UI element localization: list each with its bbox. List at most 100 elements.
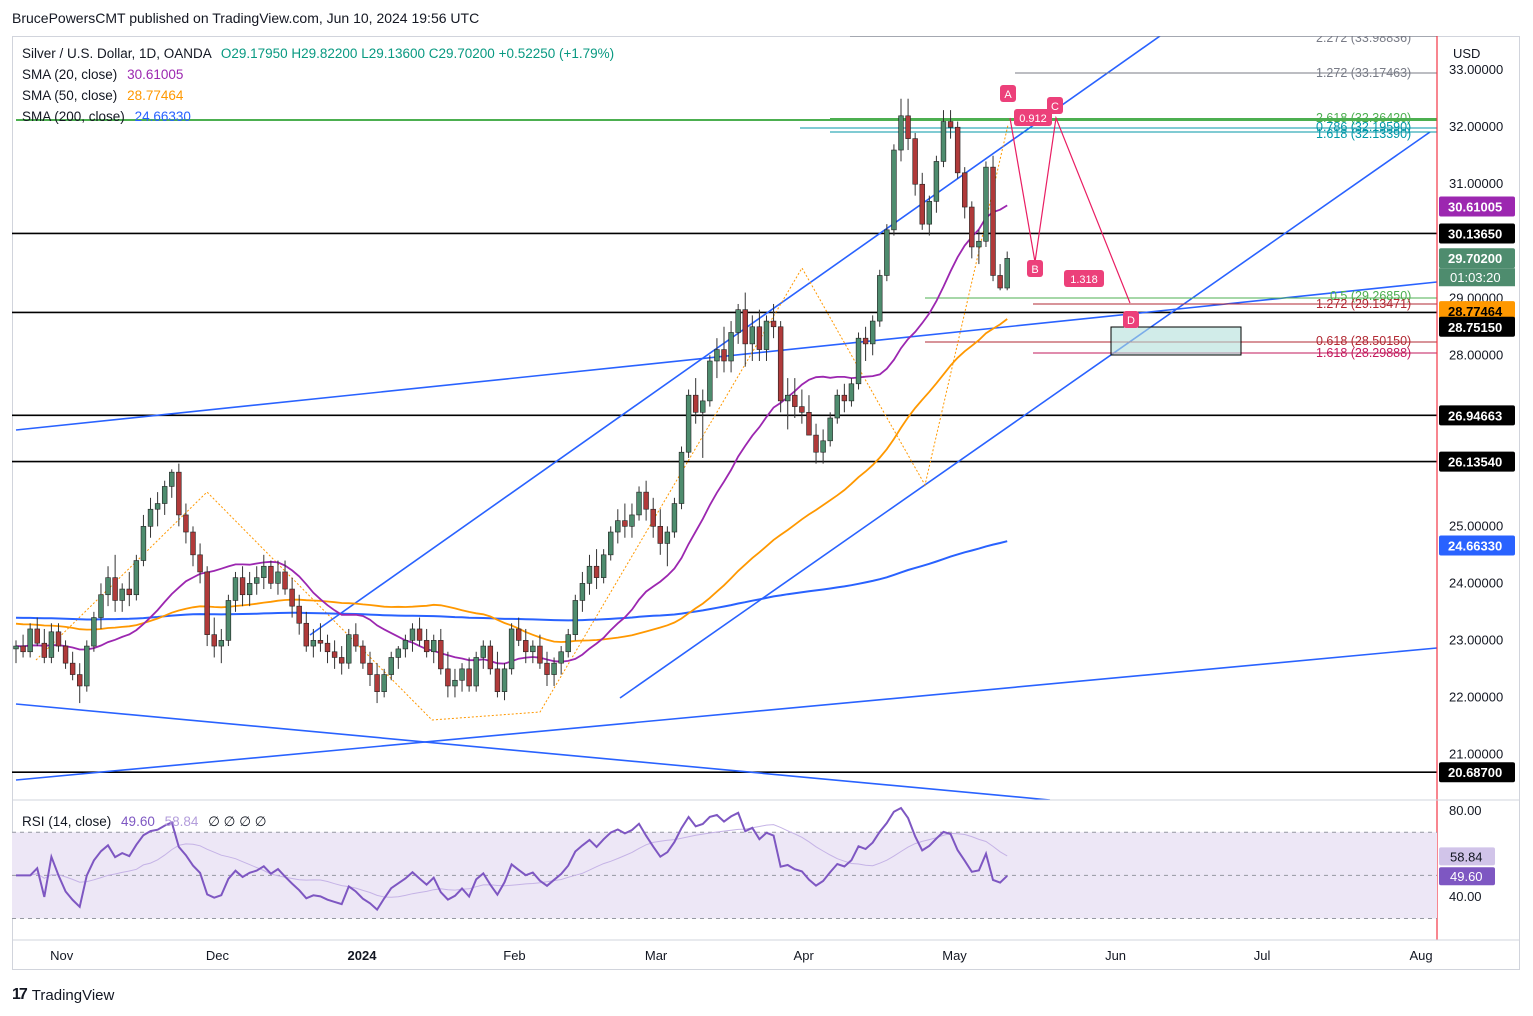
candle-body	[438, 640, 444, 670]
candle-body	[91, 617, 97, 647]
pattern-point-bg	[1047, 97, 1063, 114]
target-zone-box	[1110, 326, 1242, 356]
candle-body	[820, 440, 826, 453]
candle-body	[296, 605, 302, 624]
candle-body	[176, 471, 182, 516]
price-tick-label: 24.00000	[1449, 575, 1503, 590]
candle-body	[912, 138, 918, 185]
legend-symbol: Silver / U.S. Dollar, 1D, OANDA	[22, 46, 212, 61]
currency-label[interactable]: USD	[1453, 46, 1481, 61]
candle-body	[84, 645, 90, 687]
candle-body	[154, 503, 161, 510]
candle-body	[374, 674, 380, 692]
price-axis-tag-bg	[1439, 405, 1515, 426]
price-tick-label: 28.00000	[1449, 347, 1503, 362]
candle-body	[572, 600, 579, 635]
candle-body	[431, 640, 437, 653]
candle-body	[466, 668, 472, 687]
candle-body	[275, 571, 281, 584]
candle-body	[140, 526, 147, 561]
legend-ohlc: O29.17950 H29.82200 L29.13600 C29.70200 …	[220, 46, 615, 61]
candle-body	[749, 326, 756, 345]
time-axis-label: Jun	[1105, 948, 1126, 963]
candle-body	[586, 565, 593, 584]
candle-body	[997, 275, 1003, 289]
candle-body	[891, 149, 897, 231]
candle-body	[13, 645, 19, 650]
price-tick-label: 21.00000	[1449, 746, 1503, 761]
candle-body	[558, 651, 564, 664]
candle-body	[147, 508, 154, 527]
candle-body	[324, 642, 331, 653]
candle-body	[664, 531, 671, 544]
candle-body	[537, 645, 543, 664]
candle-body	[551, 662, 557, 675]
candle-body	[827, 417, 833, 442]
candle-body	[310, 640, 317, 647]
candle-body	[459, 668, 465, 681]
price-axis-tag: 26.94663	[1448, 408, 1502, 423]
price-axis-tag: 26.13540	[1448, 455, 1502, 470]
pattern-point-bg	[1000, 85, 1016, 102]
candle-body	[813, 434, 819, 453]
legend-sma50-value: 28.77464	[127, 88, 184, 103]
candle-body	[515, 628, 522, 641]
candle-body	[685, 394, 692, 453]
time-axis-label: Mar	[645, 948, 668, 963]
pattern-point-bg	[1123, 311, 1139, 328]
legend-sma50-label: SMA (50, close)	[22, 88, 118, 103]
price-axis-tag: 29.70200	[1448, 251, 1502, 266]
candle-body	[20, 645, 26, 653]
channel-line-4	[15, 703, 1051, 800]
ratio-label-bg-2	[1064, 270, 1104, 287]
candle-body	[608, 531, 614, 556]
candle-body	[629, 514, 635, 527]
candle-body	[246, 583, 253, 596]
price-axis-tag-bg	[1439, 248, 1515, 269]
legend-sma200-label: SMA (200, close)	[22, 109, 125, 124]
candle-body	[494, 668, 501, 692]
candle-body	[721, 349, 727, 362]
candle-body	[523, 640, 529, 653]
candle-body	[785, 394, 791, 402]
candle-body	[34, 628, 40, 644]
price-axis-tag: 24.66330	[1448, 539, 1502, 554]
rsi-axis-tag: 49.60	[1450, 869, 1483, 884]
countdown-tag-bg	[1439, 268, 1515, 287]
candle-body	[905, 115, 911, 139]
candle-body	[190, 531, 196, 556]
footer-brand[interactable]: 17 TradingView	[12, 986, 114, 1004]
candle-body	[777, 326, 784, 402]
candle-body	[735, 309, 741, 333]
candle-body	[48, 631, 55, 658]
fib-text-5: 0.5 (29.26850)	[1330, 289, 1411, 303]
candle-body	[289, 588, 295, 607]
candle-body	[593, 565, 600, 578]
legend-rsi-value: 49.60	[121, 814, 155, 829]
candle-body	[728, 332, 734, 362]
pattern-point-bg	[1027, 260, 1043, 277]
candle-body	[239, 577, 246, 596]
legend-rsi: RSI (14, close) 49.60 58.84 ∅ ∅ ∅ ∅	[22, 814, 266, 830]
candle-body	[473, 657, 479, 687]
candle-body	[671, 503, 678, 533]
candle-body	[112, 577, 118, 601]
candle-body	[423, 640, 430, 653]
candle-body	[763, 320, 770, 350]
candle-body	[353, 634, 359, 647]
legend-main: Silver / U.S. Dollar, 1D, OANDA O29.1795…	[22, 46, 614, 61]
candle-body	[714, 349, 720, 362]
candle-body	[105, 577, 111, 596]
candle-body	[962, 172, 968, 208]
price-axis-tag-bg	[1439, 535, 1515, 556]
pattern-point-label: C	[1051, 101, 1059, 113]
price-pane[interactable]: A C B D 0.912 1.318 2.272 (33.98836) 1.272 (33.…	[12, 31, 1437, 800]
candle-body	[933, 161, 940, 202]
candle-body	[55, 631, 62, 647]
tradingview-logo-icon: 17	[12, 986, 28, 1003]
price-tick-label: 31.00000	[1449, 176, 1503, 191]
candle-body	[480, 645, 486, 658]
rsi-axis-tag-bg	[1439, 847, 1495, 866]
footer-brand-name: TradingView	[31, 986, 115, 1004]
